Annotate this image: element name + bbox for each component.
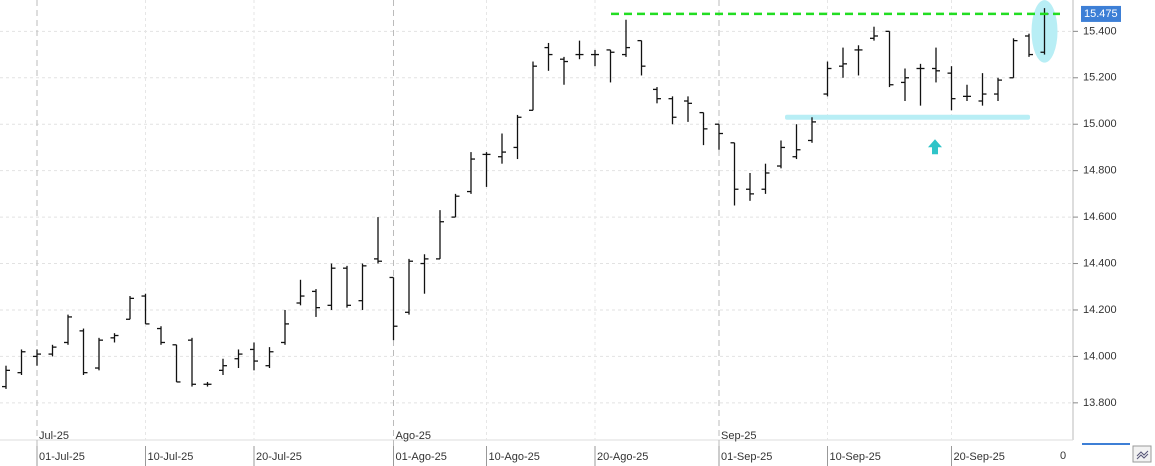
- y-tick-label: 14.400: [1083, 257, 1117, 269]
- x-month-label: Sep-25: [721, 430, 756, 442]
- x-tick-label: 20-Jul-25: [256, 451, 302, 463]
- x-tick-label: 01-Ago-25: [396, 451, 447, 463]
- last-price-label: 15.475: [1084, 8, 1118, 20]
- x-tick-label: 20-Ago-25: [597, 451, 648, 463]
- x-tick-label: 10-Sep-25: [830, 451, 881, 463]
- x-tick-label: 10-Ago-25: [489, 451, 540, 463]
- y-tick-label: 14.000: [1083, 350, 1117, 362]
- y-tick-label: 15.400: [1083, 25, 1117, 37]
- y-tick-label: 14.200: [1083, 304, 1117, 316]
- chart-button[interactable]: [1132, 445, 1152, 463]
- x-month-label: Jul-25: [39, 430, 69, 442]
- y-tick-label: 15.200: [1083, 72, 1117, 84]
- y-tick-label: 14.600: [1083, 211, 1117, 223]
- x-axis-corner-label: 0: [1060, 450, 1066, 462]
- x-tick-label: 10-Jul-25: [148, 451, 194, 463]
- y-tick-label: 14.800: [1083, 165, 1117, 177]
- support-highlight: [785, 114, 1030, 120]
- y-tick-label: 15.000: [1083, 118, 1117, 130]
- y-tick-label: 13.800: [1083, 397, 1117, 409]
- chart-button-icon: [1136, 450, 1149, 460]
- x-month-label: Ago-25: [396, 430, 431, 442]
- highlight-arrow: [928, 139, 942, 155]
- x-tick-label: 01-Jul-25: [39, 451, 85, 463]
- x-tick-label: 20-Sep-25: [954, 451, 1005, 463]
- x-tick-label: 01-Sep-25: [721, 451, 772, 463]
- last-price-box: [1081, 5, 1121, 22]
